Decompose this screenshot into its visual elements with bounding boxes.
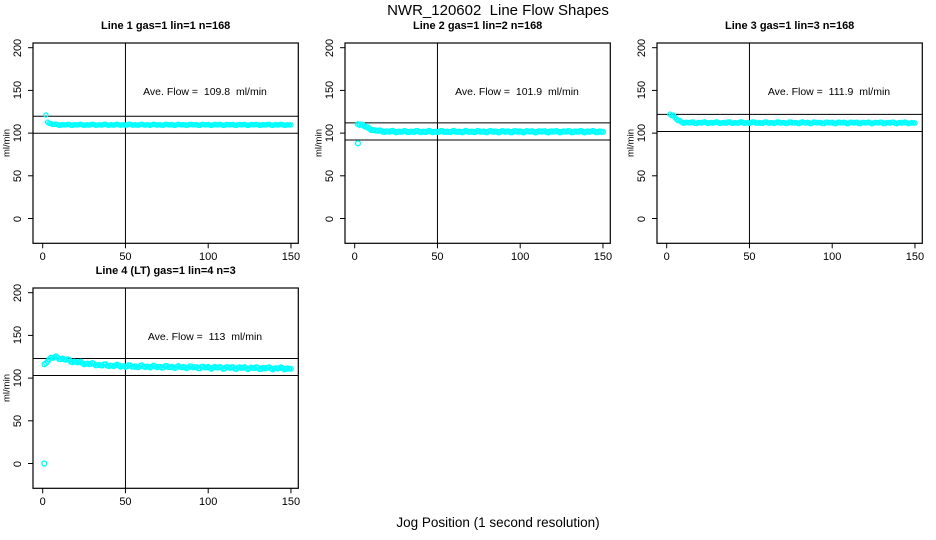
y-tick-label: 100	[11, 368, 24, 388]
x-tick-label: 100	[199, 251, 218, 263]
y-tick-label: 150	[11, 81, 24, 100]
y-axis-label: ml/min	[1, 374, 13, 403]
data-point	[288, 122, 294, 128]
y-tick-label: 150	[635, 81, 648, 100]
y-tick-label: 50	[11, 414, 24, 427]
y-tick-label: 50	[635, 169, 648, 182]
y-tick-label: 0	[323, 215, 336, 222]
flow-panel: Line 3 gas=1 lin=3 n=168 Ave. Flow = 111…	[624, 0, 936, 270]
ave-flow-annotation: Ave. Flow = 111.9 ml/min	[767, 86, 891, 98]
x-tick-label: 50	[743, 251, 756, 263]
x-tick-label: 100	[823, 251, 842, 263]
x-tick-label: 50	[119, 496, 132, 508]
main-title: NWR_120602 Line Flow Shapes	[387, 2, 609, 19]
x-tick-label: 0	[663, 251, 670, 263]
data-point	[288, 365, 294, 372]
y-axis-label: ml/min	[1, 129, 13, 158]
ave-flow-annotation: Ave. Flow = 109.8 ml/min	[143, 86, 267, 98]
x-axis-label: Jog Position (1 second resolution)	[396, 515, 600, 530]
x-tick-label: 0	[39, 251, 46, 263]
flow-panel: Line 1 gas=1 lin=1 n=168 Ave. Flow = 109…	[0, 0, 312, 270]
y-tick-label: 100	[11, 123, 24, 143]
x-tick-label: 0	[351, 251, 358, 263]
flow-panel: Line 2 gas=1 lin=2 n=168 Ave. Flow = 101…	[312, 0, 624, 270]
x-tick-label: 150	[281, 496, 301, 508]
plot-area	[28, 287, 299, 494]
ave-flow-annotation: Ave. Flow = 101.9 ml/min	[455, 86, 579, 98]
y-tick-label: 100	[323, 123, 336, 143]
x-tick-label: 150	[281, 251, 301, 263]
y-tick-label: 200	[635, 38, 648, 57]
plot-area	[340, 42, 611, 249]
plot-frame	[32, 287, 299, 489]
outlier-point	[354, 140, 362, 147]
x-tick-label: 100	[199, 496, 218, 508]
panel-title: Line 4 (LT) gas=1 lin=4 n=3	[95, 265, 236, 277]
y-tick-label: 50	[323, 169, 336, 182]
y-tick-label: 200	[323, 38, 336, 57]
y-tick-label: 50	[11, 169, 24, 182]
plot-area	[28, 42, 299, 249]
data-point	[43, 112, 49, 118]
plot-frame	[344, 42, 611, 244]
panel-title: Line 2 gas=1 lin=2 n=168	[412, 20, 543, 32]
y-tick-label: 150	[323, 81, 336, 100]
x-tick-label: 150	[593, 251, 613, 263]
data-point	[599, 128, 607, 135]
y-tick-label: 200	[11, 283, 24, 302]
x-tick-label: 100	[511, 251, 530, 263]
y-tick-label: 200	[11, 38, 24, 57]
y-tick-label: 150	[11, 326, 24, 345]
plot-frame	[32, 42, 299, 244]
x-tick-label: 150	[905, 251, 925, 263]
x-tick-label: 0	[39, 496, 46, 508]
plot-area	[652, 42, 923, 249]
y-axis-label: ml/min	[625, 129, 637, 158]
y-tick-label: 100	[635, 123, 648, 143]
plot-frame	[656, 42, 923, 244]
y-tick-label: 0	[11, 460, 24, 467]
flow-panel: Line 4 (LT) gas=1 lin=4 n=3 Ave. Flow = …	[0, 245, 312, 515]
y-axis-label: ml/min	[313, 129, 325, 158]
panel-title: Line 3 gas=1 lin=3 n=168	[724, 20, 855, 32]
outlier-point	[41, 460, 48, 467]
ave-flow-annotation: Ave. Flow = 113 ml/min	[147, 331, 263, 343]
x-tick-label: 50	[431, 251, 444, 263]
data-point	[912, 120, 918, 126]
y-tick-label: 0	[11, 215, 24, 222]
panel-title: Line 1 gas=1 lin=1 n=168	[100, 20, 231, 32]
x-tick-label: 50	[119, 251, 132, 263]
y-tick-label: 0	[635, 215, 648, 222]
